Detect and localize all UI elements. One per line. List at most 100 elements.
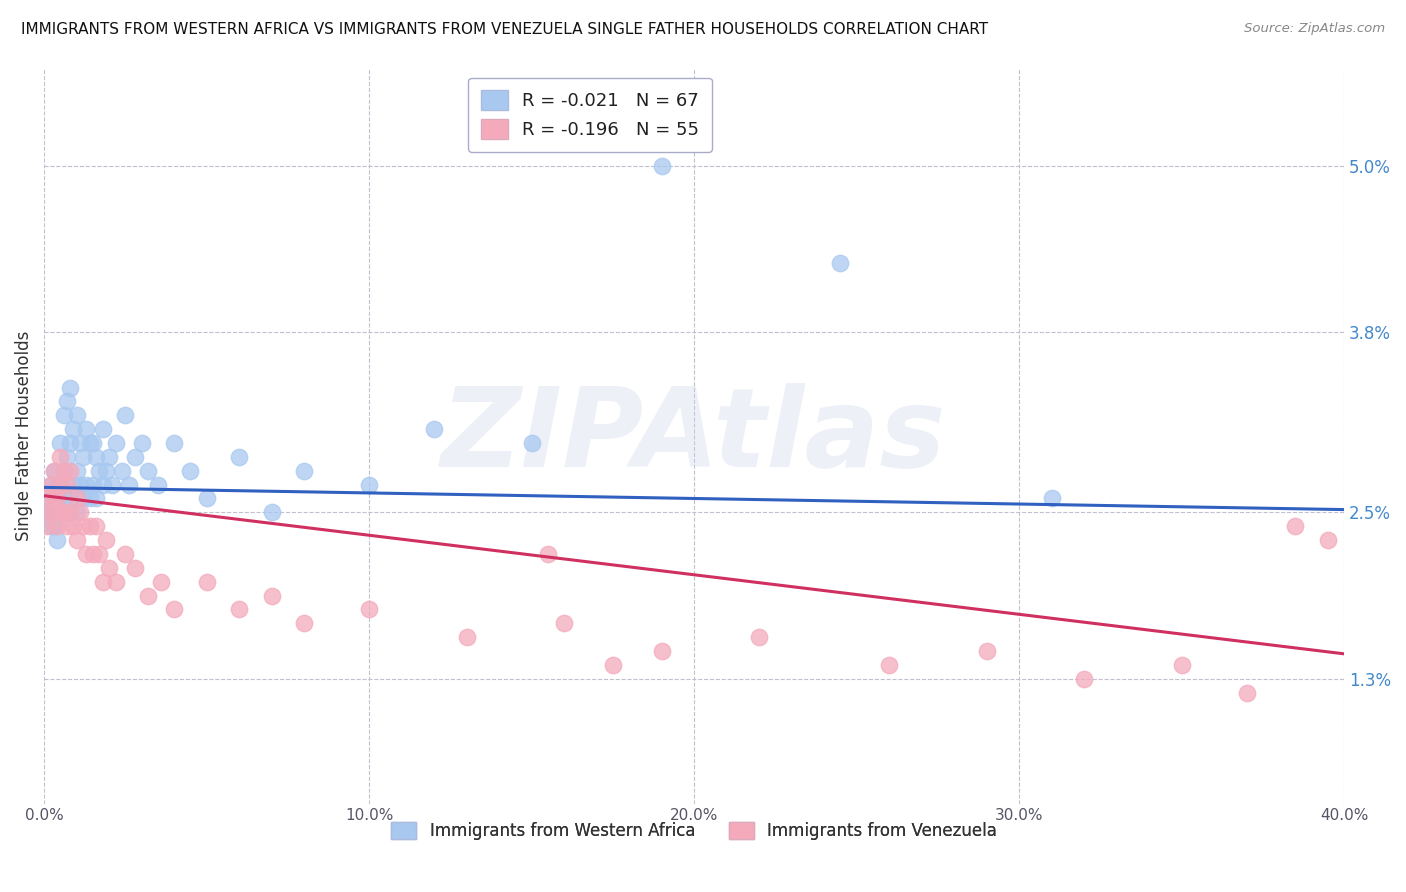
Point [39,505,62,519]
Point [46,491,69,506]
Point [423,422,446,436]
Point [75,422,97,436]
Point [42,464,65,478]
Point [59,491,82,506]
Point [111,464,134,478]
Point [94,533,117,547]
Point [37,491,59,506]
Point [56,505,79,519]
Point [65,533,87,547]
Legend: Immigrants from Western Africa, Immigrants from Venezuela: Immigrants from Western Africa, Immigran… [385,815,1004,847]
Point [62,519,84,533]
Point [52,491,75,506]
Point [42,491,65,506]
Point [42,505,65,519]
Point [79,519,101,533]
Point [42,519,65,533]
Point [163,602,186,616]
Point [1073,672,1095,686]
Point [82,477,104,491]
Point [104,574,127,589]
Point [69,477,91,491]
Point [72,450,94,464]
Point [104,436,127,450]
Text: Source: ZipAtlas.com: Source: ZipAtlas.com [1244,22,1385,36]
Point [49,477,72,491]
Point [52,409,75,423]
Point [49,505,72,519]
Point [91,574,114,589]
Point [39,519,62,533]
Point [84,519,107,533]
Point [748,630,770,644]
Point [49,450,72,464]
Point [260,589,283,603]
Point [84,491,107,506]
Point [359,477,381,491]
Point [456,630,478,644]
Point [877,657,900,672]
Point [59,436,82,450]
Point [146,477,169,491]
Point [195,574,218,589]
Point [1316,533,1339,547]
Point [1236,686,1258,700]
Point [42,464,65,478]
Point [84,450,107,464]
Point [359,602,381,616]
Point [65,505,87,519]
Point [62,422,84,436]
Point [59,380,82,394]
Point [62,477,84,491]
Point [42,491,65,506]
Point [82,547,104,561]
Point [260,505,283,519]
Point [651,159,673,173]
Point [976,644,998,658]
Point [131,436,153,450]
Point [75,547,97,561]
Point [195,491,218,506]
Point [830,256,852,270]
Point [89,464,111,478]
Point [228,602,250,616]
Point [228,450,250,464]
Point [114,409,136,423]
Point [59,464,82,478]
Point [52,464,75,478]
Point [46,491,69,506]
Point [101,477,124,491]
Point [49,505,72,519]
Text: ZIPAtlas: ZIPAtlas [441,383,946,490]
Point [72,519,94,533]
Point [37,505,59,519]
Point [49,436,72,450]
Point [150,574,173,589]
Point [91,477,114,491]
Point [56,477,79,491]
Point [292,616,315,631]
Point [651,644,673,658]
Point [136,464,159,478]
Point [537,547,560,561]
Point [98,561,121,575]
Point [39,505,62,519]
Point [1284,519,1306,533]
Point [553,616,575,631]
Point [52,505,75,519]
Point [1040,491,1063,506]
Point [89,547,111,561]
Point [39,477,62,491]
Point [520,436,543,450]
Point [52,464,75,478]
Point [46,533,69,547]
Point [75,477,97,491]
Point [72,491,94,506]
Point [179,464,201,478]
Point [65,464,87,478]
Point [114,547,136,561]
Text: IMMIGRANTS FROM WESTERN AFRICA VS IMMIGRANTS FROM VENEZUELA SINGLE FATHER HOUSEH: IMMIGRANTS FROM WESTERN AFRICA VS IMMIGR… [21,22,988,37]
Point [163,436,186,450]
Point [117,477,139,491]
Point [39,477,62,491]
